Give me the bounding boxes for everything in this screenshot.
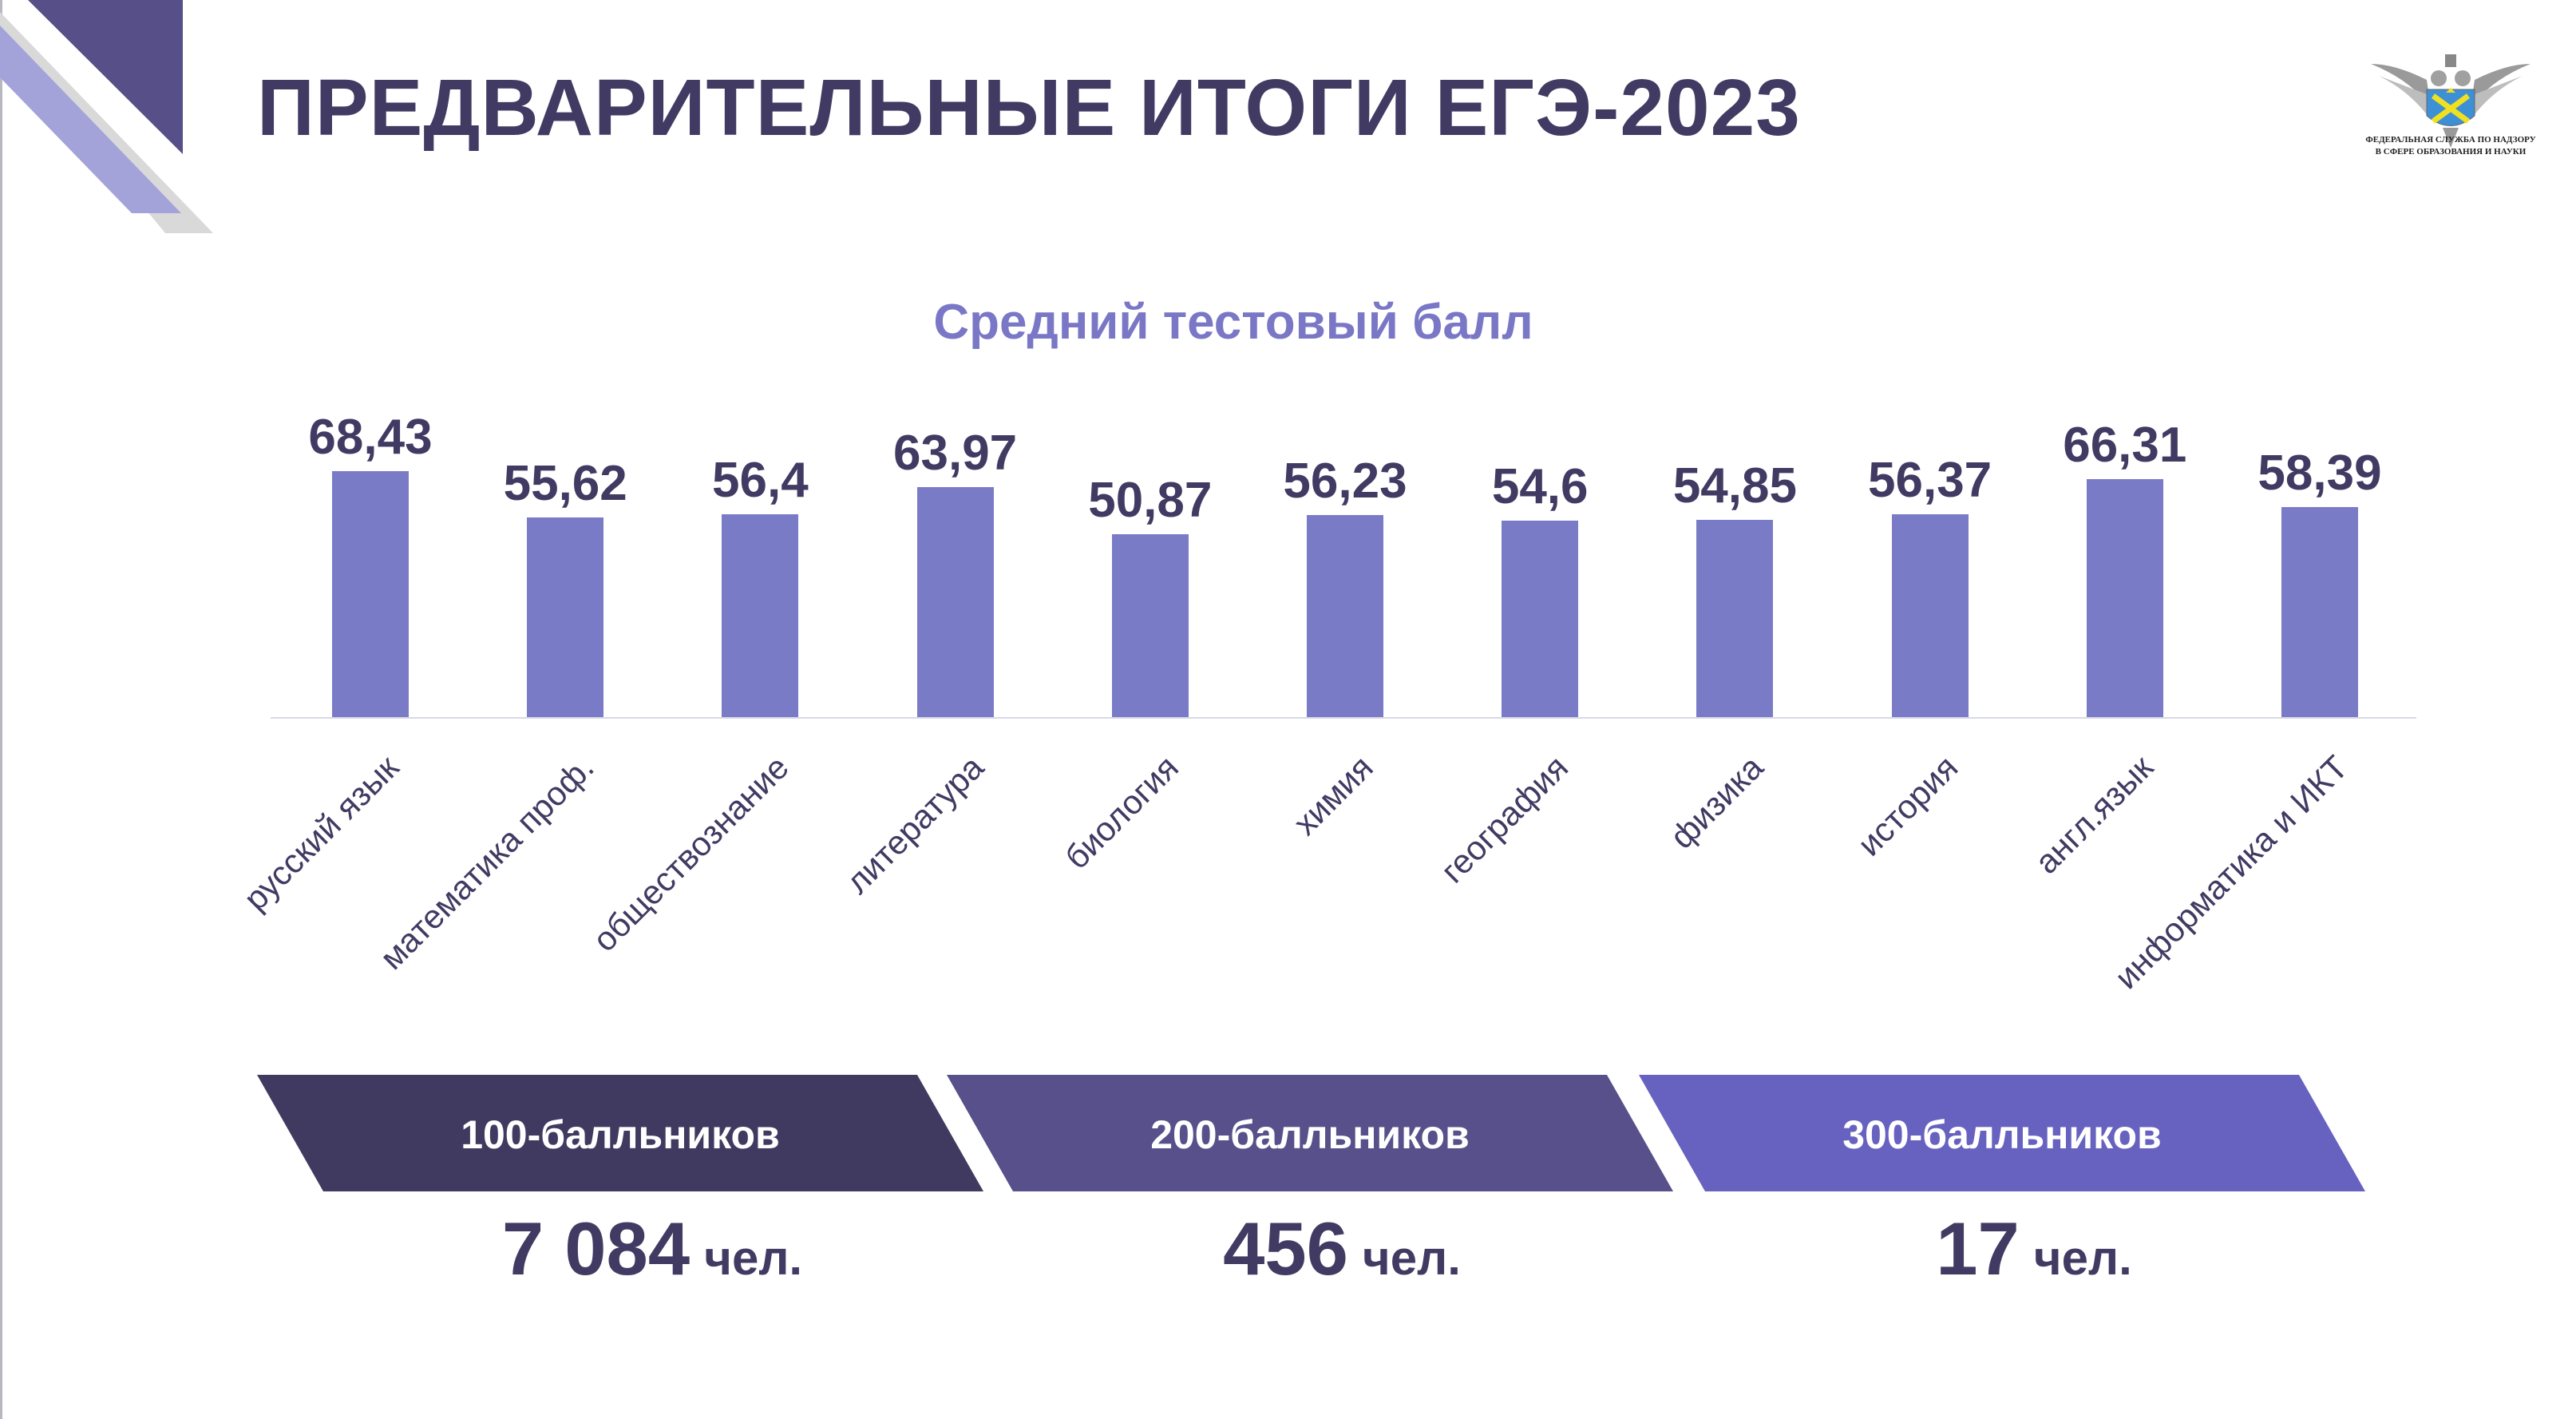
data-label: 68,43: [308, 410, 433, 465]
bar-0: [332, 471, 409, 717]
summary-banner-2: 200-балльников: [947, 1075, 1673, 1191]
x-tick-label: литература: [838, 748, 991, 901]
x-axis-line: [271, 717, 2416, 719]
page-title: ПРЕДВАРИТЕЛЬНЫЕ ИТОГИ ЕГЭ-2023: [257, 63, 1801, 153]
decor-gray-stripe: [0, 12, 213, 233]
data-label: 50,87: [1088, 473, 1213, 529]
data-label: 56,23: [1283, 453, 1407, 509]
decor-dark-triangle: [28, 0, 183, 154]
x-tick-label: история: [1850, 748, 1965, 863]
data-label: 58,39: [2257, 446, 2382, 501]
x-tick-label: география: [1434, 748, 1576, 890]
x-tick-label: биология: [1057, 748, 1186, 877]
bar-7: [1696, 520, 1774, 717]
x-tick-label: обществознание: [585, 748, 796, 959]
x-tick-label: физика: [1663, 748, 1771, 856]
summary-count-2: 456 чел.: [979, 1206, 1705, 1292]
count-number: 456: [1223, 1207, 1348, 1290]
corner-decoration: [0, 0, 213, 233]
x-tick-label: химия: [1286, 748, 1381, 842]
banner-label: 300-балльников: [1842, 1112, 2162, 1157]
count-number: 7 084: [501, 1207, 690, 1290]
bar-4: [1111, 534, 1189, 717]
logo-caption: ФЕДЕРАЛЬНАЯ СЛУЖБА ПО НАДЗОРУ В СФЕРЕ ОБ…: [2363, 134, 2538, 158]
data-label: 56,37: [1868, 453, 1992, 509]
banner-shape: [947, 1075, 1673, 1191]
x-tick-label: русский язык: [236, 748, 406, 918]
summary-count-1: 7 084 чел.: [289, 1206, 1015, 1292]
count-unit: чел.: [704, 1231, 803, 1285]
bar-5: [1307, 514, 1383, 717]
bar-2: [722, 514, 799, 717]
data-label: 63,97: [893, 426, 1018, 482]
banner-shape: [257, 1075, 983, 1191]
count-unit: чел.: [2033, 1231, 2132, 1285]
decor-lavender-stripe: [0, 26, 181, 213]
data-label: 56,4: [712, 453, 809, 509]
summary-count-3: 17 чел.: [1671, 1206, 2397, 1292]
banner-shape: [1639, 1075, 2365, 1191]
bar-1: [527, 517, 604, 717]
count-unit: чел.: [1362, 1231, 1461, 1285]
banner-label: 200-балльников: [1150, 1112, 1470, 1157]
summary-banner-1: 100-балльников: [257, 1075, 983, 1191]
logo-caption-line2: В СФЕРЕ ОБРАЗОВАНИЯ И НАУКИ: [2375, 147, 2527, 157]
x-tick-label: англ.язык: [2028, 748, 2161, 881]
data-label: 55,62: [503, 455, 627, 511]
logo-caption-line1: ФЕДЕРАЛЬНАЯ СЛУЖБА ПО НАДЗОРУ: [2365, 135, 2536, 145]
banner-label: 100-балльников: [461, 1112, 780, 1157]
bar-6: [1502, 521, 1579, 717]
data-label: 54,6: [1491, 459, 1589, 515]
x-tick-label: математика проф.: [372, 748, 601, 977]
data-label: 54,85: [1672, 458, 1797, 514]
bar-3: [916, 487, 994, 717]
chart-title: Средний тестовый балл: [933, 295, 1533, 350]
bar-chart: 68,43 русский язык 55,62 математика проф. 56…: [236, 410, 2382, 996]
left-border-line: [0, 0, 2, 1419]
bar-9: [2086, 478, 2163, 717]
bar-10: [2281, 507, 2358, 717]
data-label: 66,31: [2063, 417, 2187, 473]
rosobrnadzor-eagle-logo-icon: [2371, 54, 2530, 148]
count-number: 17: [1936, 1207, 2020, 1290]
bar-8: [1891, 514, 1969, 717]
summary-banner-3: 300-балльников: [1639, 1075, 2365, 1191]
